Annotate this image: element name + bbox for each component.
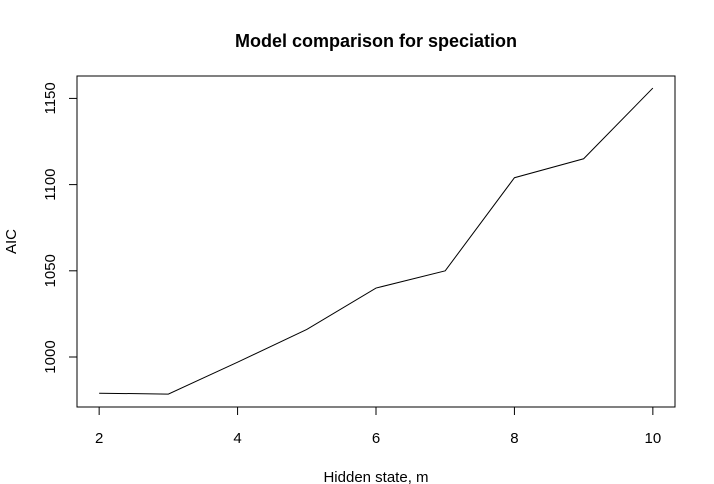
x-tick-label: 2 bbox=[95, 430, 103, 447]
y-axis: 1000 1050 1100 1150 bbox=[42, 82, 77, 374]
x-tick-label: 4 bbox=[233, 430, 241, 447]
x-axis: 2 4 6 8 10 bbox=[95, 407, 661, 447]
x-tick-label: 6 bbox=[372, 430, 380, 447]
x-tick-label: 8 bbox=[510, 430, 518, 447]
chart-title: Model comparison for speciation bbox=[235, 31, 517, 51]
y-tick-label: 1050 bbox=[42, 254, 59, 287]
x-tick-label: 10 bbox=[645, 430, 662, 447]
y-tick-label: 1100 bbox=[42, 168, 59, 200]
series-line bbox=[99, 87, 654, 395]
y-axis-label: AIC bbox=[3, 229, 20, 254]
y-tick-label: 1150 bbox=[42, 82, 59, 114]
x-axis-label: Hidden state, m bbox=[323, 469, 428, 484]
plot-frame bbox=[76, 75, 676, 408]
y-tick-label: 1000 bbox=[42, 340, 59, 373]
